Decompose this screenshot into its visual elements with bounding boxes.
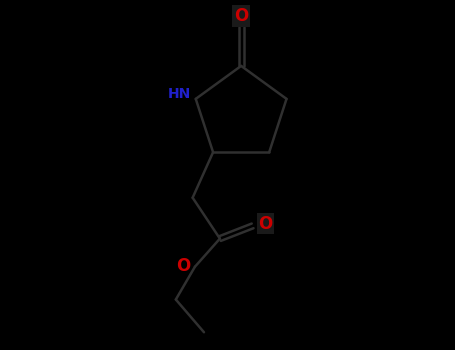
Text: HN: HN xyxy=(168,88,192,102)
Text: O: O xyxy=(258,215,273,233)
Text: O: O xyxy=(234,7,248,25)
Text: O: O xyxy=(177,257,191,275)
